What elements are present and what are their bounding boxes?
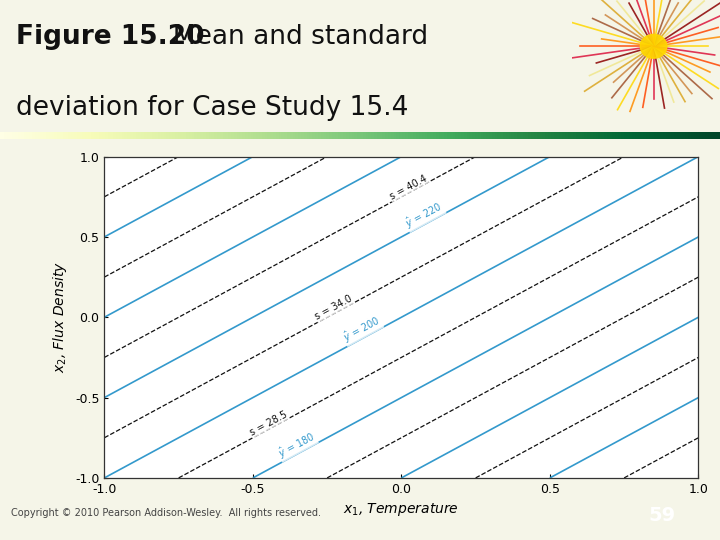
Text: deviation for Case Study 15.4: deviation for Case Study 15.4 xyxy=(16,95,408,122)
Text: 59: 59 xyxy=(649,506,676,525)
Y-axis label: $x_2$, Flux Density: $x_2$, Flux Density xyxy=(52,261,70,373)
Text: $\hat{y}$ = 220: $\hat{y}$ = 220 xyxy=(402,199,446,232)
X-axis label: $x_1$, Temperature: $x_1$, Temperature xyxy=(343,501,459,518)
Text: s = 40.4: s = 40.4 xyxy=(388,173,428,201)
Circle shape xyxy=(640,35,667,58)
Text: $\hat{y}$ = 180: $\hat{y}$ = 180 xyxy=(275,428,318,462)
Text: s = 34.0: s = 34.0 xyxy=(313,294,354,322)
Text: $\hat{y}$ = 200: $\hat{y}$ = 200 xyxy=(341,313,383,346)
Text: Copyright © 2010 Pearson Addison-Wesley.  All rights reserved.: Copyright © 2010 Pearson Addison-Wesley.… xyxy=(11,508,321,518)
Text: Figure 15.20: Figure 15.20 xyxy=(16,24,204,50)
Text: s = 28.5: s = 28.5 xyxy=(248,409,289,438)
Text: Mean and standard: Mean and standard xyxy=(156,24,428,50)
